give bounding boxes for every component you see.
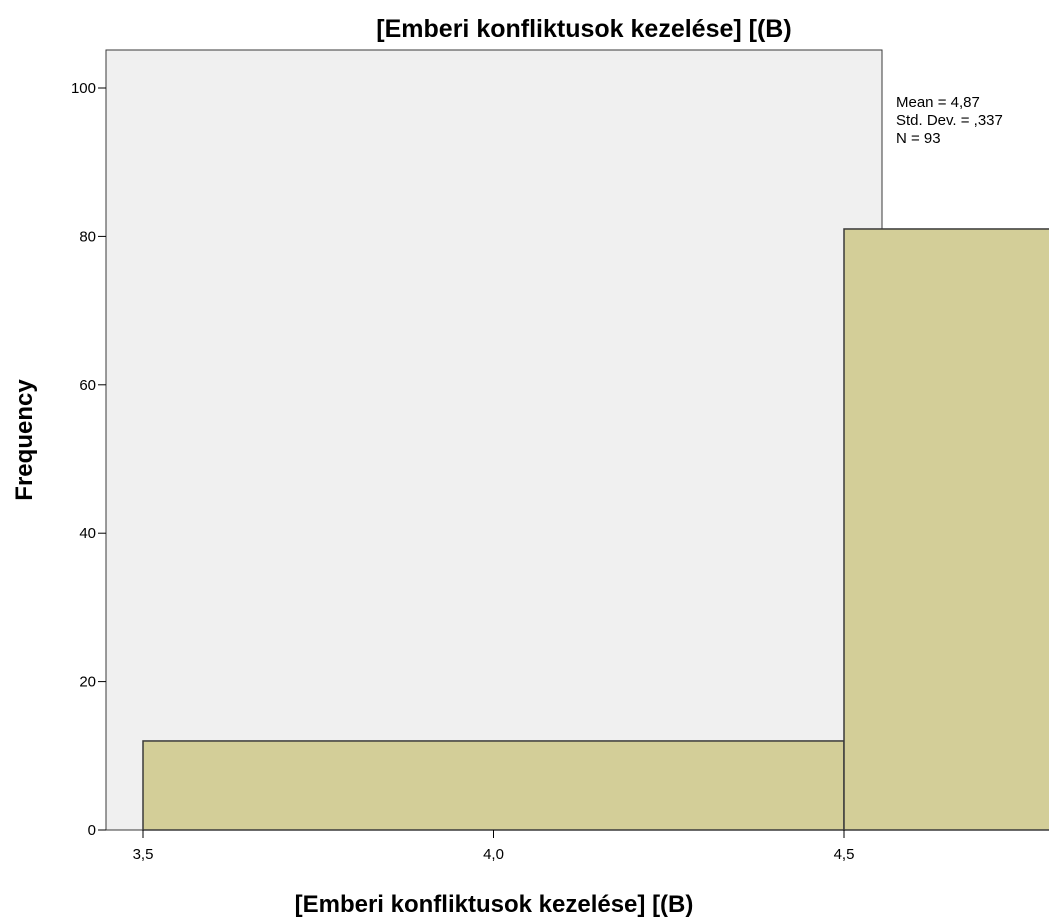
stat-std-dev: Std. Dev. = ,337 <box>896 112 1003 129</box>
x-tick-label-1: 4,0 <box>483 846 504 863</box>
stat-n: N = 93 <box>896 130 941 147</box>
y-tick-label-4: 80 <box>79 228 96 245</box>
x-axis: 3,54,04,55,05,5 <box>133 830 855 863</box>
y-tick-label-2: 40 <box>79 525 96 542</box>
stat-mean: Mean = 4,87 <box>896 94 980 111</box>
histogram-bar-1 <box>142 740 845 831</box>
y-axis: 0 20 40 60 80 100 <box>71 80 106 839</box>
y-tick-label-1: 20 <box>79 674 96 691</box>
histogram-bar-2 <box>843 228 1049 831</box>
bars-group <box>142 228 1049 831</box>
chart-title: [Emberi konfliktusok kezelése] [(B) <box>376 15 791 43</box>
y-tick-label-3: 60 <box>79 377 96 394</box>
y-tick-label-0: 0 <box>88 822 96 839</box>
x-axis-title: [Emberi konfliktusok kezelése] [(B) <box>295 891 694 918</box>
y-axis-title: Frequency <box>11 379 38 501</box>
x-tick-label-2: 4,5 <box>834 846 855 863</box>
plot-area <box>105 49 883 831</box>
x-tick-label-0: 3,5 <box>133 846 154 863</box>
y-tick-label-5: 100 <box>71 80 96 97</box>
stats-annotation: Mean = 4,87 Std. Dev. = ,337 N = 93 <box>896 94 1003 147</box>
